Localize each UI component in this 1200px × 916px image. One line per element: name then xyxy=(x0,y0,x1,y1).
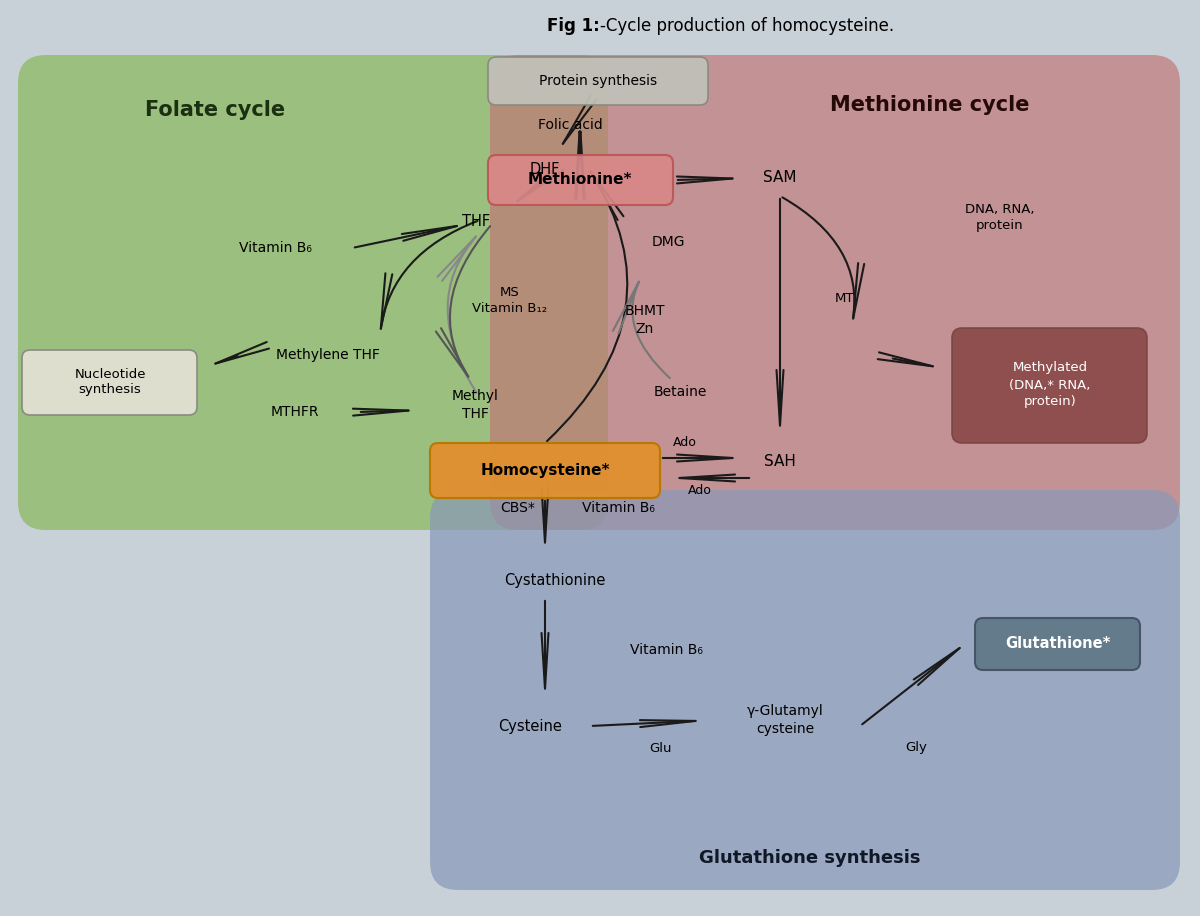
FancyBboxPatch shape xyxy=(18,55,608,530)
FancyBboxPatch shape xyxy=(974,618,1140,670)
FancyBboxPatch shape xyxy=(488,57,708,105)
Text: Glu: Glu xyxy=(649,741,671,755)
Text: Glutathione*: Glutathione* xyxy=(1006,637,1111,651)
Text: MTHFR: MTHFR xyxy=(271,405,319,419)
FancyBboxPatch shape xyxy=(430,490,1180,890)
Text: Methylated
(DNA,* RNA,
protein): Methylated (DNA,* RNA, protein) xyxy=(1009,362,1091,409)
Text: Methylene THF: Methylene THF xyxy=(276,348,380,362)
Text: SAH: SAH xyxy=(764,454,796,470)
Text: Ado: Ado xyxy=(688,484,712,496)
Text: Methyl
THF: Methyl THF xyxy=(451,389,498,420)
Text: Cysteine: Cysteine xyxy=(498,718,562,734)
FancyBboxPatch shape xyxy=(430,443,660,498)
Text: Methionine*: Methionine* xyxy=(528,172,632,188)
Text: Ado: Ado xyxy=(673,435,697,449)
Text: Vitamin B₆: Vitamin B₆ xyxy=(630,643,703,657)
Text: BHMT
Zn: BHMT Zn xyxy=(625,304,665,335)
Text: Gly: Gly xyxy=(905,741,926,755)
Text: Folate cycle: Folate cycle xyxy=(145,100,286,120)
Text: Fig 1:: Fig 1: xyxy=(547,17,600,35)
Text: DHF: DHF xyxy=(530,162,560,178)
Text: MS
Vitamin B₁₂: MS Vitamin B₁₂ xyxy=(473,286,547,314)
Text: Nucleotide
synthesis: Nucleotide synthesis xyxy=(74,368,145,396)
FancyBboxPatch shape xyxy=(952,328,1147,443)
Text: Betaine: Betaine xyxy=(653,385,707,399)
Text: γ-Glutamyl
cysteine: γ-Glutamyl cysteine xyxy=(746,704,823,736)
Text: -Cycle production of homocysteine.: -Cycle production of homocysteine. xyxy=(600,17,894,35)
Text: SAM: SAM xyxy=(763,170,797,186)
Text: THF: THF xyxy=(462,214,490,230)
Text: Cystathionine: Cystathionine xyxy=(504,572,606,587)
Text: Vitamin B₆: Vitamin B₆ xyxy=(582,501,654,515)
Text: DMG: DMG xyxy=(652,235,685,249)
Text: Vitamin B₆: Vitamin B₆ xyxy=(239,241,312,255)
Text: DNA, RNA,
protein: DNA, RNA, protein xyxy=(965,203,1034,233)
FancyBboxPatch shape xyxy=(488,155,673,205)
FancyBboxPatch shape xyxy=(22,350,197,415)
Text: CBS*: CBS* xyxy=(500,501,535,515)
Text: Homocysteine*: Homocysteine* xyxy=(480,463,610,477)
FancyBboxPatch shape xyxy=(490,55,1180,530)
Text: Methionine cycle: Methionine cycle xyxy=(830,95,1030,115)
Text: Protein synthesis: Protein synthesis xyxy=(539,74,658,88)
Text: Folic acid: Folic acid xyxy=(538,118,602,132)
Text: MT: MT xyxy=(835,291,854,304)
Text: Glutathione synthesis: Glutathione synthesis xyxy=(700,849,920,867)
